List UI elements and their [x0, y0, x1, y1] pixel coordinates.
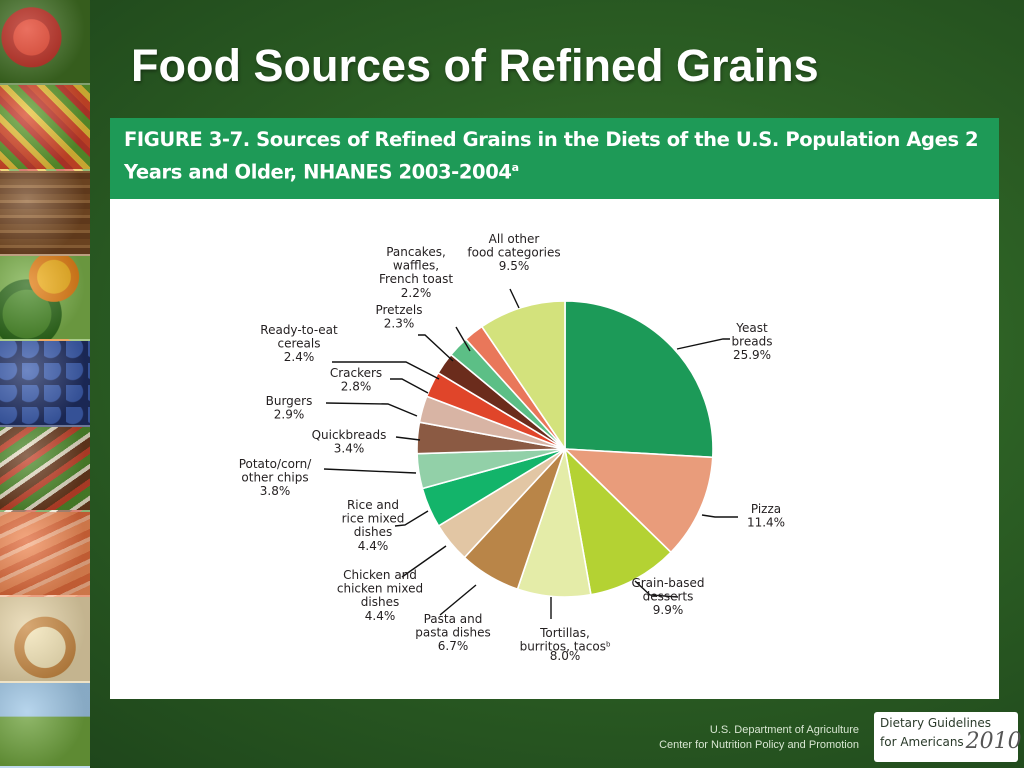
salmon-photo [0, 511, 90, 598]
blueberries-photo [0, 341, 90, 427]
pie-slice-0 [564, 300, 714, 459]
salad-photo [0, 85, 90, 171]
slide-title: Food Sources of Refined Grains [131, 40, 819, 91]
leader-line-7 [323, 468, 417, 474]
logo-line2: for Americans2010 [880, 731, 1022, 753]
dish-photo [0, 426, 90, 512]
vegetables-photo [0, 255, 90, 342]
figure-title: FIGURE 3-7. Sources of Refined Grains in… [124, 126, 985, 187]
slice-label-0: Yeast breads 25.9% [732, 321, 773, 362]
slice-label-10: Crackers 2.8% [330, 366, 382, 394]
slice-label-4: Pasta and pasta dishes 6.7% [415, 612, 491, 653]
leader-lines [323, 288, 738, 619]
slice-label-9: Burgers 2.9% [266, 394, 313, 422]
footer-center: Center for Nutrition Policy and Promotio… [659, 739, 859, 751]
leader-line-10 [390, 378, 429, 394]
logo-line1: Dietary Guidelines [880, 716, 992, 730]
slice-label-13: Pancakes, waffles, French toast 2.2% [379, 245, 453, 300]
figure-title-footnote: a [511, 161, 519, 174]
slice-label-3: Tortillas, burritos, tacosb 8.0% [520, 626, 611, 663]
footer-credits: U.S. Department of Agriculture Center fo… [659, 723, 859, 753]
leader-line-9 [325, 402, 418, 417]
logo-line2-text: for Americans [880, 735, 964, 749]
logo-year: 2010 [965, 729, 1022, 754]
leader-line-0 [676, 338, 730, 350]
slice-labels: Yeast breads 25.9% Pizza 11.4% Grain-based des… [239, 232, 785, 663]
slice-label-5: Chicken and chicken mixed dishes 4.4% [337, 568, 423, 623]
leader-line-8 [395, 436, 421, 441]
figure-header: FIGURE 3-7. Sources of Refined Grains in… [110, 118, 999, 199]
leader-line-13 [455, 326, 471, 352]
bread-photo [0, 170, 90, 256]
cereal-bowl-photo [0, 597, 90, 683]
leader-line-1 [701, 514, 738, 518]
leader-line-12 [418, 334, 454, 362]
people-exercising-photo [0, 682, 90, 768]
leader-line-2 [634, 580, 679, 598]
leader-line-14 [509, 288, 520, 309]
slice-label-7: Potato/corn/other chips 3.8% [239, 457, 313, 498]
pie-slices [416, 300, 714, 598]
slice-label-12: Pretzels 2.3% [375, 303, 422, 331]
dietary-guidelines-logo: Dietary Guidelines for Americans2010 [874, 712, 1022, 762]
leader-line-5 [401, 545, 447, 578]
pie-slice-1 [562, 448, 714, 554]
leader-line-11 [332, 361, 440, 380]
slice-label-2: Grain-based desserts 9.9% [631, 576, 704, 617]
leader-line-6 [394, 510, 429, 527]
pie-slice-2 [563, 446, 673, 596]
slice-label-14: All other food categories 9.5% [467, 232, 560, 273]
pie-slice-14 [480, 300, 566, 452]
figure-panel: FIGURE 3-7. Sources of Refined Grains in… [110, 118, 999, 699]
pie-chart: Yeast breads 25.9% Pizza 11.4% Grain-based des… [239, 232, 785, 663]
slice-label-1: Pizza 11.4% [747, 502, 785, 530]
slice-label-11: Ready-to-eat cereals 2.4% [260, 323, 338, 364]
leader-line-4 [439, 584, 477, 616]
slice-label-8: Quickbreads 3.4% [312, 428, 387, 456]
footer-agency: U.S. Department of Agriculture [709, 724, 859, 736]
figure-title-text: FIGURE 3-7. Sources of Refined Grains in… [124, 128, 979, 184]
slice-label-6: Rice and rice mixed dishes 4.4% [342, 498, 405, 553]
sidebar-photo-strip [0, 0, 90, 768]
tomato-photo [0, 0, 90, 86]
